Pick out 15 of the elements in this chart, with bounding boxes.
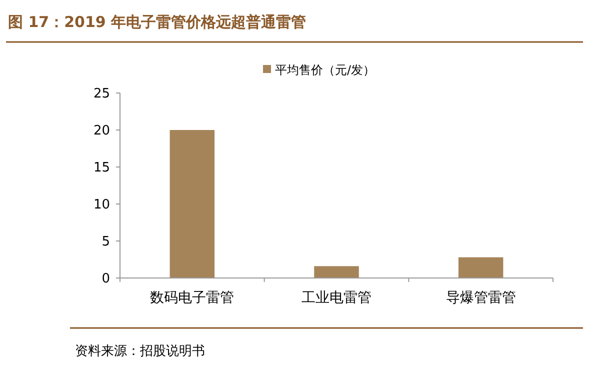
y-tick-label: 0: [102, 272, 110, 286]
y-tick-label: 15: [93, 160, 110, 176]
x-tick-label: 工业电雷管: [302, 290, 372, 306]
text: 资料来源：招股说明书: [75, 344, 205, 359]
x-tick-label: 导爆管雷管: [446, 290, 516, 306]
x-tick-label: 数码电子雷管: [150, 290, 234, 306]
bar: [458, 257, 504, 278]
y-tick-label: 25: [93, 86, 110, 102]
bar: [314, 266, 359, 278]
y-tick-label: 20: [93, 124, 110, 138]
bar: [170, 130, 215, 278]
chart-title: 图 17：2019 年电子雷管价格远超普通雷管: [8, 13, 306, 31]
legend: 平均售价（元/发）: [263, 63, 376, 77]
y-tick-label: 10: [93, 198, 110, 212]
y-tick-label: 5: [102, 234, 110, 250]
